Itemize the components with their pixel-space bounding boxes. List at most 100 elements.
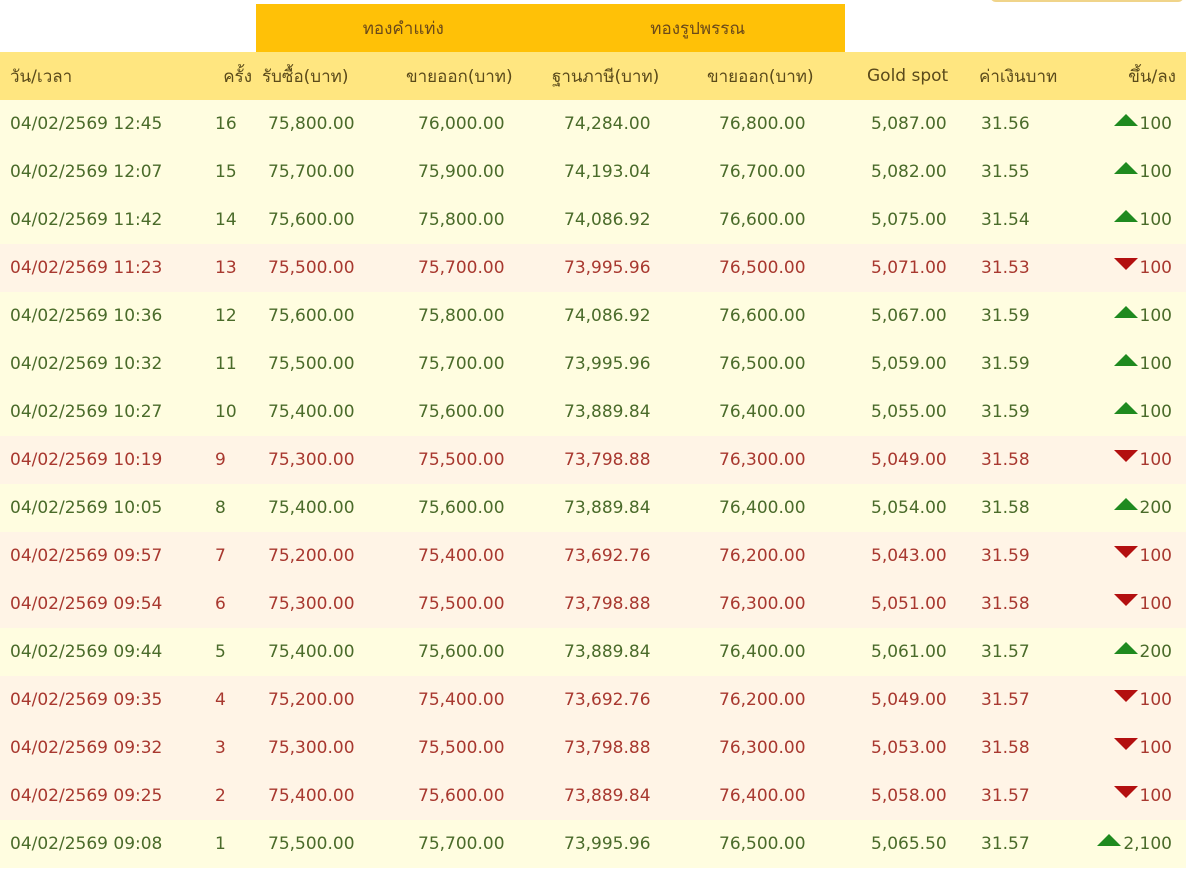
change-value: 100 xyxy=(1139,402,1172,422)
cell-bar-sell: 75,600.00 xyxy=(418,402,505,422)
cell-ornament-sell: 76,300.00 xyxy=(719,450,806,470)
cell-datetime: 04/02/2569 11:42 xyxy=(10,210,163,230)
cell-thb-rate: 31.58 xyxy=(981,450,1030,470)
cell-change: 100 xyxy=(1079,724,1186,772)
cell-bar-buy: 75,300.00 xyxy=(268,594,355,614)
cell-datetime: 04/02/2569 12:45 xyxy=(10,114,163,134)
cell-datetime: 04/02/2569 09:57 xyxy=(10,546,163,566)
cell-change: 100 xyxy=(1079,292,1186,340)
cell-gold-spot: 5,049.00 xyxy=(871,450,947,470)
cell-ornament-sell: 76,400.00 xyxy=(719,498,806,518)
cell-bar-buy: 75,400.00 xyxy=(268,786,355,806)
cell-datetime: 04/02/2569 10:19 xyxy=(10,450,163,470)
cell-ornament-tax-base: 73,995.96 xyxy=(564,834,651,854)
cell-count: 7 xyxy=(215,546,226,566)
cell-ornament-sell: 76,300.00 xyxy=(719,738,806,758)
cell-bar-sell: 75,400.00 xyxy=(418,546,505,566)
arrow-down-icon xyxy=(1113,450,1138,462)
cell-thb-rate: 31.54 xyxy=(981,210,1030,230)
cell-change: 100 xyxy=(1079,148,1186,196)
arrow-up-icon xyxy=(1113,306,1138,318)
col-bar-buy: รับซื้อ(บาท) xyxy=(262,66,349,87)
change-value: 100 xyxy=(1139,786,1172,806)
cell-thb-rate: 31.59 xyxy=(981,402,1030,422)
change-value: 100 xyxy=(1139,594,1172,614)
cell-count: 8 xyxy=(215,498,226,518)
cell-bar-buy: 75,600.00 xyxy=(268,210,355,230)
cell-gold-spot: 5,087.00 xyxy=(871,114,947,134)
cell-bar-sell: 75,900.00 xyxy=(418,162,505,182)
cell-bar-buy: 75,400.00 xyxy=(268,642,355,662)
cell-change: 100 xyxy=(1079,580,1186,628)
cell-bar-sell: 75,700.00 xyxy=(418,834,505,854)
cell-bar-buy: 75,500.00 xyxy=(268,834,355,854)
cell-datetime: 04/02/2569 10:27 xyxy=(10,402,163,422)
gold-price-history-table: วัน/เวลา ครั้ง รับซื้อ(บาท) ขายออก(บาท) … xyxy=(0,52,1186,868)
col-gold-spot: Gold spot xyxy=(867,66,949,86)
cell-ornament-tax-base: 73,889.84 xyxy=(564,642,651,662)
cell-gold-spot: 5,059.00 xyxy=(871,354,947,374)
col-datetime: วัน/เวลา xyxy=(10,66,73,87)
table-row: 04/02/2569 11:42 14 75,600.00 75,800.00 … xyxy=(0,196,1186,244)
change-value: 100 xyxy=(1139,162,1172,182)
table-row: 04/02/2569 10:05 8 75,400.00 75,600.00 7… xyxy=(0,484,1186,532)
cell-ornament-sell: 76,400.00 xyxy=(719,786,806,806)
cell-ornament-tax-base: 73,798.88 xyxy=(564,594,651,614)
cell-thb-rate: 31.57 xyxy=(981,786,1030,806)
cell-count: 12 xyxy=(215,306,237,326)
cell-bar-buy: 75,200.00 xyxy=(268,690,355,710)
cell-datetime: 04/02/2569 09:54 xyxy=(10,594,163,614)
cell-thb-rate: 31.53 xyxy=(981,258,1030,278)
arrow-up-icon xyxy=(1113,210,1138,222)
col-count: ครั้ง xyxy=(223,66,252,87)
cell-ornament-sell: 76,200.00 xyxy=(719,546,806,566)
cell-gold-spot: 5,061.00 xyxy=(871,642,947,662)
cell-ornament-sell: 76,600.00 xyxy=(719,210,806,230)
cell-thb-rate: 31.57 xyxy=(981,834,1030,854)
change-value: 100 xyxy=(1139,546,1172,566)
change-value: 100 xyxy=(1139,690,1172,710)
cell-gold-spot: 5,054.00 xyxy=(871,498,947,518)
cell-gold-spot: 5,058.00 xyxy=(871,786,947,806)
cell-gold-spot: 5,055.00 xyxy=(871,402,947,422)
top-right-button[interactable] xyxy=(990,0,1184,2)
cell-count: 10 xyxy=(215,402,237,422)
cell-ornament-tax-base: 74,086.92 xyxy=(564,306,651,326)
change-value: 100 xyxy=(1139,114,1172,134)
cell-thb-rate: 31.56 xyxy=(981,114,1030,134)
cell-bar-sell: 75,600.00 xyxy=(418,498,505,518)
cell-bar-buy: 75,500.00 xyxy=(268,354,355,374)
table-row: 04/02/2569 09:57 7 75,200.00 75,400.00 7… xyxy=(0,532,1186,580)
cell-bar-buy: 75,400.00 xyxy=(268,498,355,518)
table-row: 04/02/2569 09:54 6 75,300.00 75,500.00 7… xyxy=(0,580,1186,628)
cell-bar-sell: 76,000.00 xyxy=(418,114,505,134)
cell-bar-sell: 75,500.00 xyxy=(418,594,505,614)
cell-ornament-sell: 76,600.00 xyxy=(719,306,806,326)
cell-ornament-tax-base: 73,995.96 xyxy=(564,258,651,278)
cell-ornament-tax-base: 73,692.76 xyxy=(564,546,651,566)
cell-change: 100 xyxy=(1079,532,1186,580)
cell-datetime: 04/02/2569 10:32 xyxy=(10,354,163,374)
cell-bar-sell: 75,600.00 xyxy=(418,786,505,806)
col-bar-sell: ขายออก(บาท) xyxy=(406,66,513,87)
cell-count: 14 xyxy=(215,210,237,230)
cell-datetime: 04/02/2569 11:23 xyxy=(10,258,163,278)
change-value: 100 xyxy=(1139,210,1172,230)
cell-ornament-tax-base: 73,889.84 xyxy=(564,786,651,806)
table-row: 04/02/2569 10:19 9 75,300.00 75,500.00 7… xyxy=(0,436,1186,484)
cell-ornament-sell: 76,200.00 xyxy=(719,690,806,710)
cell-bar-buy: 75,600.00 xyxy=(268,306,355,326)
cell-thb-rate: 31.58 xyxy=(981,498,1030,518)
cell-thb-rate: 31.55 xyxy=(981,162,1030,182)
arrow-up-icon xyxy=(1113,498,1138,510)
table-row: 04/02/2569 09:44 5 75,400.00 75,600.00 7… xyxy=(0,628,1186,676)
cell-gold-spot: 5,082.00 xyxy=(871,162,947,182)
cell-gold-spot: 5,053.00 xyxy=(871,738,947,758)
arrow-down-icon xyxy=(1113,258,1138,270)
col-change: ขึ้น/ลง xyxy=(1128,66,1176,87)
cell-gold-spot: 5,067.00 xyxy=(871,306,947,326)
cell-ornament-tax-base: 73,889.84 xyxy=(564,402,651,422)
cell-change: 200 xyxy=(1079,484,1186,532)
cell-bar-buy: 75,200.00 xyxy=(268,546,355,566)
change-value: 200 xyxy=(1139,642,1172,662)
